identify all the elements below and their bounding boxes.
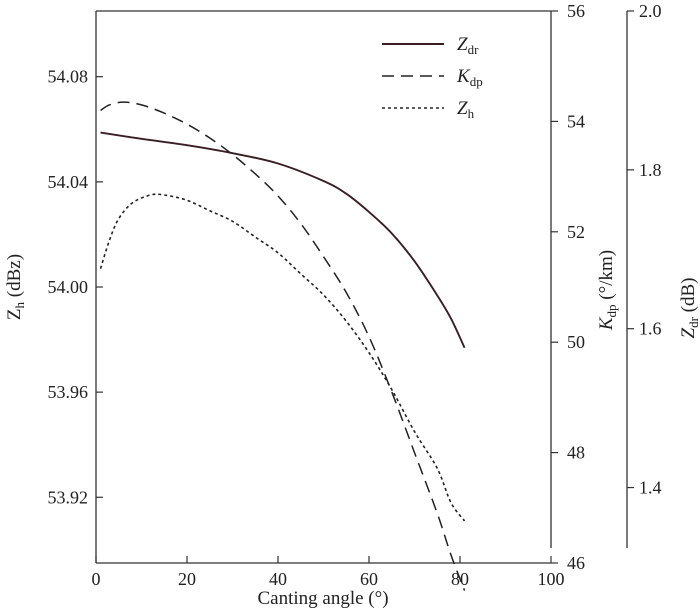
y-right1-tick-label: 56 (567, 1, 585, 21)
legend-kdp-main: K (456, 66, 471, 87)
ticks-layer: 0 20 40 60 80 10053.9253.9654.0054.0454.08464… (48, 1, 662, 589)
series-line-zh (99, 193, 466, 522)
y-right1-label-unit: (°/km) (596, 250, 617, 305)
y-left-tick-label: 53.96 (48, 382, 89, 402)
legend-label-zdr: Zdr (457, 34, 479, 57)
y-right2-tick-label: 1.8 (639, 160, 662, 180)
legend-kdp-sub: dp (470, 74, 483, 89)
x-tick-label: 60 (360, 569, 378, 589)
x-tick-label: 40 (269, 569, 287, 589)
legend-label-zh: Zh (457, 98, 475, 121)
legend-label-kdp: Kdp (456, 66, 483, 89)
y-left-tick-label: 54.08 (48, 67, 89, 87)
legend-zdr-main: Z (457, 34, 468, 55)
x-tick-label: 0 (92, 569, 101, 589)
y-right2-label-unit: (dB) (678, 278, 699, 318)
series-line-zdr (100, 131, 466, 349)
y-right1-tick-label: 46 (567, 553, 585, 573)
series-line-kdp (100, 101, 466, 591)
x-tick-label: 100 (538, 569, 565, 589)
y-right2-tick-label: 2.0 (639, 1, 662, 21)
legend: Zdr Kdp Zh (382, 34, 483, 121)
x-axis-title: Canting angle (°) (257, 588, 388, 609)
y-right2-label-main: Z (678, 328, 699, 339)
y-right2-tick-label: 1.4 (639, 478, 662, 498)
y-right2-axis-title: Zdr (dB) (678, 278, 700, 339)
y-right1-tick-label: 52 (567, 222, 585, 242)
y-left-tick-label: 54.00 (48, 277, 89, 297)
y-right1-tick-label: 54 (567, 111, 585, 131)
y-left-tick-label: 54.04 (48, 172, 89, 192)
y-left-axis-title: Zh (dBz) (4, 254, 27, 320)
y-right1-axis-title: Kdp (°/km) (596, 250, 619, 331)
y-right1-label-sub: dp (604, 304, 619, 317)
y-left-tick-label: 53.92 (48, 487, 89, 507)
x-tick-label: 20 (178, 569, 196, 589)
y-left-label-unit: (dBz) (4, 254, 25, 302)
series-layer (99, 101, 466, 591)
y-right2-label-sub: dr (686, 316, 700, 328)
y-right2-tick-label: 1.6 (639, 319, 662, 339)
y-right1-label-main: K (596, 316, 617, 331)
y-right1-tick-label: 50 (567, 332, 585, 352)
legend-zh-main: Z (457, 98, 468, 119)
y-left-label-main: Z (4, 308, 25, 320)
y-left-label-sub: h (12, 301, 27, 308)
y-right1-tick-label: 48 (567, 443, 585, 463)
legend-zh-sub: h (468, 106, 475, 121)
legend-zdr-sub: dr (468, 42, 480, 57)
